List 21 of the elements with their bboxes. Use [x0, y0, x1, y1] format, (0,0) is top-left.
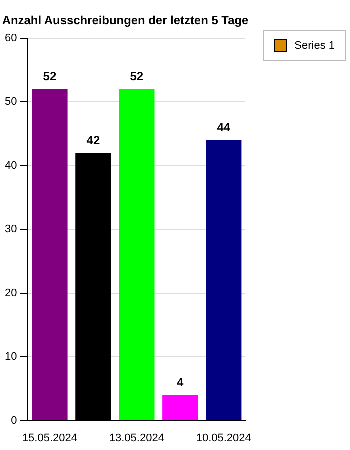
- data-label: 44: [217, 120, 231, 135]
- x-tick-label: 13.05.2024: [109, 432, 164, 444]
- data-label: 52: [43, 70, 57, 84]
- data-label: 42: [86, 133, 100, 148]
- y-tick-label: 50: [4, 96, 18, 108]
- bar: [119, 89, 155, 420]
- y-tick-label: 30: [4, 224, 18, 236]
- x-tick-label: 15.05.2024: [22, 432, 78, 444]
- y-tick-label: 10: [4, 351, 18, 364]
- data-label: 4: [177, 376, 184, 390]
- y-tick-label: 20: [4, 287, 18, 300]
- bar: [206, 140, 242, 420]
- chart-title: Anzahl Ausschreibungen der letzten 5 Tage: [2, 13, 249, 28]
- text: Series 1: [294, 40, 335, 52]
- y-tick-label: 60: [4, 32, 18, 44]
- y-tick-label: 40: [4, 160, 18, 172]
- bar: [162, 395, 198, 420]
- y-tick-label: 0: [11, 414, 18, 427]
- bar: [32, 89, 68, 420]
- x-tick-label: 10.05.2024: [196, 432, 252, 444]
- data-label: 52: [130, 70, 144, 84]
